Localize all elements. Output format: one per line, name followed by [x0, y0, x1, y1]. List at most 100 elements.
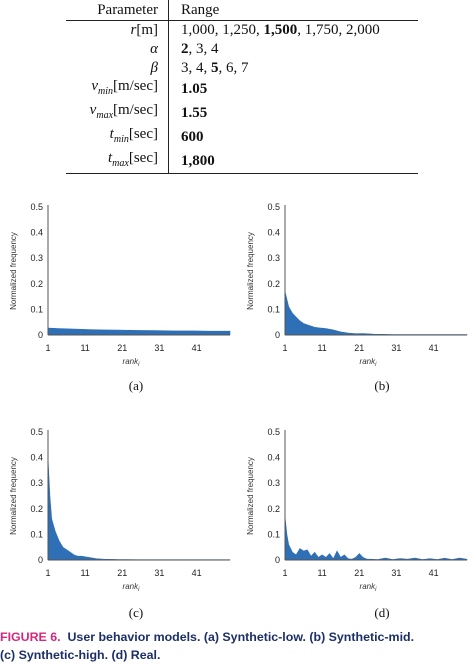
y-axis-title: Normalized frequency — [9, 232, 18, 310]
x-tick-label: 31 — [391, 568, 401, 578]
y-tick-label: 0.2 — [30, 504, 43, 514]
range-value-bold: 600 — [181, 129, 204, 146]
caption-line-2: (c) Synthetic-high. (d) Real. — [0, 648, 161, 662]
parameter-range: 3, 4, 5, 6, 7 — [168, 58, 418, 78]
x-tick-label: 1 — [282, 343, 287, 353]
panel-label-c: (c) — [128, 605, 144, 620]
range-value-bold: 1.55 — [181, 105, 208, 122]
range-value: , 1,750, 2,000 — [297, 22, 380, 39]
caption-line-1: User behavior models. (a) Synthetic-low.… — [67, 630, 415, 644]
parameter-table: Parameter Range r[m] 1,000, 1,250, 1,500,… — [66, 0, 418, 174]
x-axis-title: ranki — [123, 582, 141, 593]
x-axis-title: ranki — [360, 357, 378, 368]
parameter-unit: [sec] — [128, 150, 158, 167]
parameter-symbol: β — [150, 59, 158, 76]
x-tick-label: 11 — [80, 343, 89, 353]
range-value: 1,000, 1,250, — [181, 22, 264, 39]
x-tick-label: 31 — [154, 568, 164, 578]
y-tick-label: 0.3 — [30, 253, 43, 263]
range-value-bold: 1,500 — [263, 22, 298, 39]
parameter-symbol: v — [91, 78, 99, 95]
y-tick-label: 0.4 — [30, 228, 43, 238]
y-tick-label: 0.4 — [30, 453, 43, 463]
table-row: tmax[sec] 1,800 — [66, 149, 418, 174]
y-tick-label: 0.3 — [30, 478, 43, 488]
x-axis-title: ranki — [360, 582, 378, 593]
y-tick-label: 0 — [38, 330, 43, 340]
parameter-name: vmin[m/sec] — [66, 77, 169, 101]
x-axis-title-subscript: i — [375, 362, 377, 368]
x-tick-label: 11 — [317, 343, 326, 353]
parameter-subscript: max — [112, 158, 129, 170]
y-tick-label: 0.1 — [267, 304, 280, 314]
parameter-name: tmax[sec] — [66, 149, 169, 174]
y-tick-label: 0.1 — [30, 304, 43, 314]
range-value-bold: 5 — [211, 59, 219, 76]
table-header-row: Parameter Range — [66, 0, 418, 21]
parameter-symbol: α — [150, 41, 158, 58]
parameter-range: 1,800 — [168, 149, 418, 174]
header-range: Range — [168, 0, 418, 21]
y-tick-label: 0 — [38, 555, 43, 565]
y-tick-label: 0.4 — [267, 453, 280, 463]
x-tick-label: 11 — [317, 568, 326, 578]
x-tick-label: 21 — [354, 568, 364, 578]
y-tick-label: 0.2 — [30, 279, 43, 289]
y-tick-label: 0.1 — [30, 529, 43, 539]
x-tick-label: 41 — [429, 568, 439, 578]
parameter-unit: [m/sec] — [113, 78, 158, 95]
parameter-unit: [m/sec] — [113, 102, 158, 119]
parameter-symbol: r — [130, 22, 137, 39]
y-axis-title: Normalized frequency — [9, 457, 18, 535]
y-tick-label: 0.3 — [267, 478, 280, 488]
table-row: r[m] 1,000, 1,250, 1,500, 1,750, 2,000 — [66, 20, 418, 40]
y-tick-label: 0.5 — [30, 202, 43, 212]
y-tick-label: 0.5 — [267, 427, 280, 437]
data-area — [47, 457, 231, 561]
parameter-range: 600 — [168, 125, 418, 150]
range-value-bold: 1,800 — [181, 153, 215, 170]
parameter-range: 1.05 — [168, 77, 418, 102]
x-tick-label: 11 — [80, 568, 89, 578]
x-tick-label: 1 — [282, 568, 287, 578]
panel-label-b: (b) — [374, 378, 390, 393]
x-axis-title-subscript: i — [375, 587, 377, 593]
y-tick-label: 0.5 — [267, 202, 280, 212]
parameter-range: 1.55 — [168, 101, 418, 126]
data-area — [47, 327, 231, 336]
table-row: vmax[m/sec] 1.55 — [66, 101, 418, 126]
header-parameter: Parameter — [97, 1, 158, 18]
x-tick-label: 31 — [391, 343, 401, 353]
parameter-name: vmax[m/sec] — [66, 101, 169, 125]
x-tick-label: 1 — [45, 568, 50, 578]
parameter-subscript: max — [96, 110, 114, 122]
range-value: , 3, 4 — [188, 41, 219, 58]
table-row: β 3, 4, 5, 6, 7 — [66, 58, 418, 78]
parameter-unit: [m] — [136, 22, 158, 39]
x-tick-label: 41 — [192, 343, 202, 353]
figure-caption: FIGURE 6. User behavior models. (a) Synt… — [0, 628, 474, 664]
y-tick-label: 0.1 — [267, 529, 280, 539]
x-tick-label: 1 — [45, 343, 50, 353]
parameter-symbol: v — [89, 102, 97, 119]
range-value: , 6, 7 — [218, 59, 249, 76]
y-tick-label: 0 — [275, 555, 280, 565]
x-tick-label: 41 — [429, 343, 439, 353]
y-tick-label: 0.2 — [267, 504, 280, 514]
range-value-bold: 2 — [181, 41, 189, 58]
x-axis-title-subscript: i — [138, 362, 140, 368]
x-axis-title-subscript: i — [138, 587, 140, 593]
parameter-symbol: t — [109, 126, 114, 143]
y-axis-title: Normalized frequency — [246, 232, 255, 310]
table-row: tmin[sec] 600 — [66, 125, 418, 150]
parameter-unit: [sec] — [128, 126, 158, 143]
y-tick-label: 0.4 — [267, 228, 280, 238]
range-value-bold: 1.05 — [181, 81, 208, 98]
x-tick-label: 21 — [117, 343, 127, 353]
y-tick-label: 0.3 — [267, 253, 280, 263]
y-axis-title: Normalized frequency — [246, 457, 255, 535]
data-area — [284, 291, 468, 336]
